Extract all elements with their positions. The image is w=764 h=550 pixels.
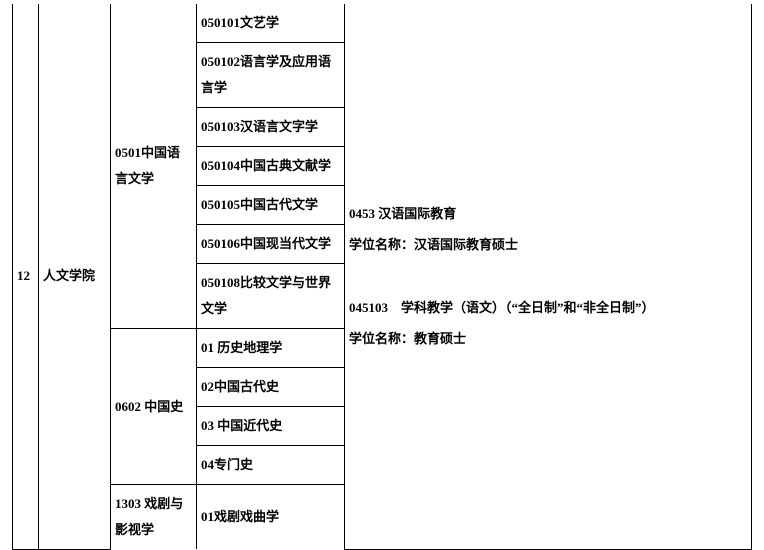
table-row: 12 人文学院 0501中国语言文学 050101文艺学 0453 汉语国际教育… [13,4,752,43]
row-index: 12 [17,268,30,283]
discipline-label: 1303 戏剧与影视学 [115,496,183,537]
subject-label: 050106中国现当代文学 [201,236,331,251]
subject-label: 050105中国古代文学 [201,197,318,212]
degree-line: 学位名称：教育硕士 [349,323,747,354]
subject-label: 02中国古代史 [201,379,279,394]
discipline-label: 0602 中国史 [115,399,183,414]
discipline-cell: 0501中国语言文学 [111,4,197,329]
department-name: 人文学院 [43,268,95,283]
subject-cell: 050101文艺学 [197,4,345,43]
discipline-cell: 1303 戏剧与影视学 [111,485,197,550]
subject-cell: 050108比较文学与世界文学 [197,264,345,329]
subject-cell: 04专门史 [197,446,345,485]
discipline-cell: 0602 中国史 [111,329,197,485]
discipline-label: 0501中国语言文学 [115,145,180,186]
degree-info-cell: 0453 汉语国际教育 学位名称：汉语国际教育硕士 045103 学科教学（语文… [345,4,752,549]
subject-label: 01 历史地理学 [201,340,282,355]
subject-cell: 03 中国近代史 [197,407,345,446]
subject-cell: 050104中国古典文献学 [197,147,345,186]
degree-line: 0453 汉语国际教育 [349,198,747,229]
subject-label: 050101文艺学 [201,15,279,30]
degree-line: 学位名称：汉语国际教育硕士 [349,229,747,260]
subject-cell: 050106中国现当代文学 [197,225,345,264]
subject-label: 050104中国古典文献学 [201,158,331,173]
subject-label: 01戏剧戏曲学 [201,509,279,524]
degree-info: 0453 汉语国际教育 学位名称：汉语国际教育硕士 045103 学科教学（语文… [349,198,747,354]
subject-cell: 050103汉语言文字学 [197,108,345,147]
degree-spacer [349,261,747,292]
curriculum-table: 12 人文学院 0501中国语言文学 050101文艺学 0453 汉语国际教育… [12,4,752,550]
subject-label: 050108比较文学与世界文学 [201,275,331,316]
degree-line: 045103 学科教学（语文）（“全日制”和“非全日制”） [349,292,747,323]
row-index-cell: 12 [13,4,39,549]
subject-cell: 01 历史地理学 [197,329,345,368]
subject-label: 03 中国近代史 [201,418,282,433]
subject-cell: 050105中国古代文学 [197,186,345,225]
subject-label: 050103汉语言文字学 [201,119,318,134]
subject-label: 050102语言学及应用语言学 [201,54,331,95]
subject-cell: 050102语言学及应用语言学 [197,43,345,108]
department-cell: 人文学院 [39,4,111,549]
subject-label: 04专门史 [201,457,253,472]
subject-cell: 01戏剧戏曲学 [197,485,345,550]
subject-cell: 02中国古代史 [197,368,345,407]
